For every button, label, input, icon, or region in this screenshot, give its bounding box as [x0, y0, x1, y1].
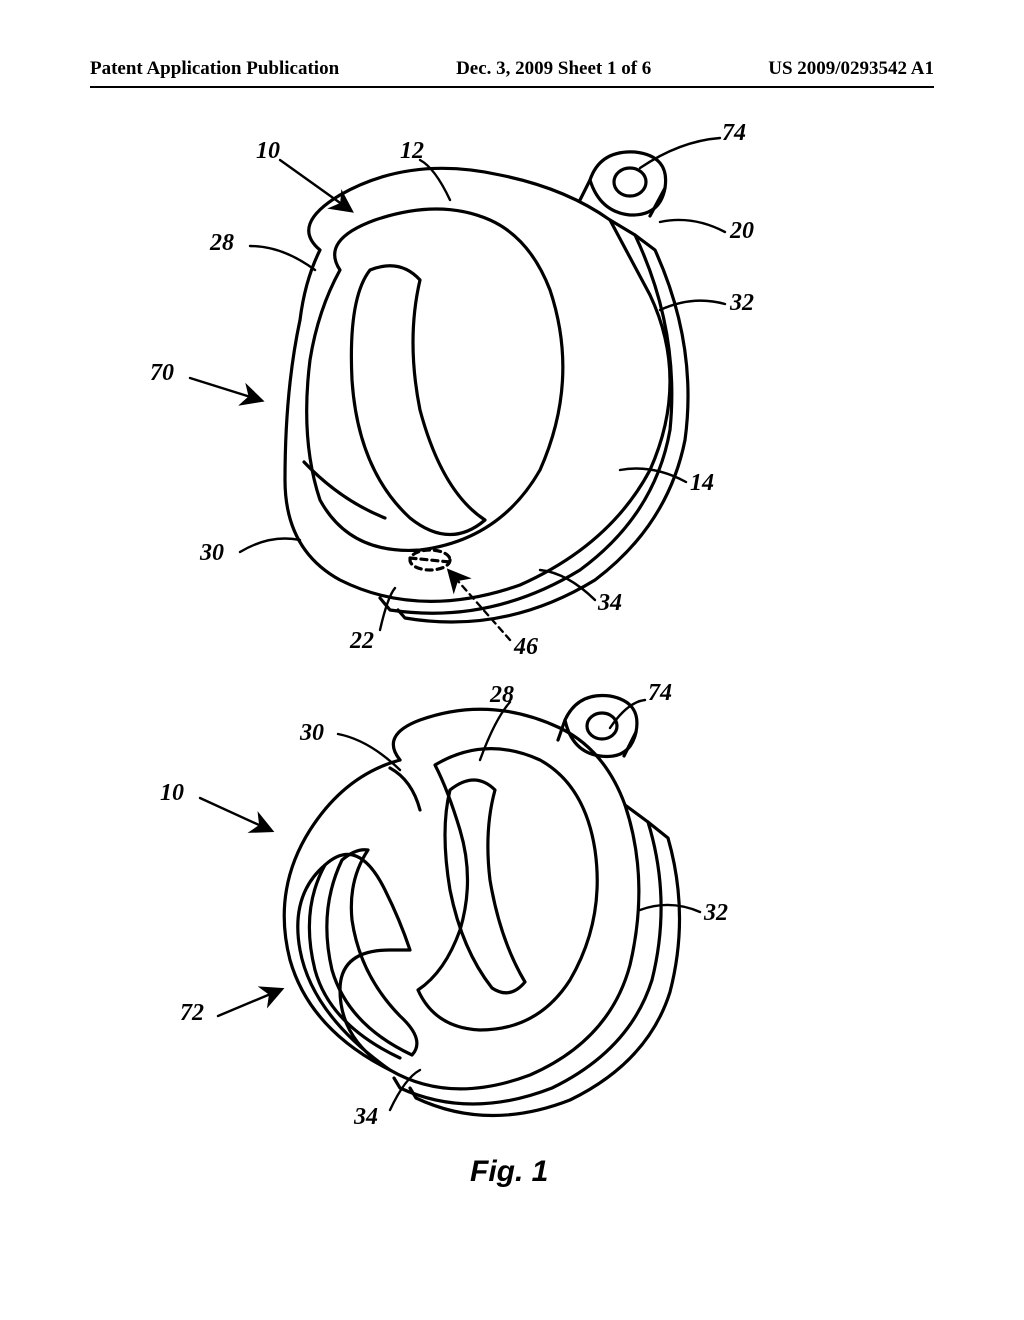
ref-10: 10: [256, 138, 280, 165]
ref-72: 72: [180, 1000, 204, 1027]
ref-34: 34: [598, 590, 622, 617]
ref-46: 46: [514, 634, 538, 661]
ref-28: 28: [210, 230, 234, 257]
ref-32: 32: [704, 900, 728, 927]
figure-caption: Fig. 1: [470, 1155, 548, 1189]
ref-20: 20: [730, 218, 754, 245]
ref-30: 30: [200, 540, 224, 567]
ref-74: 74: [648, 680, 672, 707]
header-center: Dec. 3, 2009 Sheet 1 of 6: [456, 58, 651, 80]
ref-10: 10: [160, 780, 184, 807]
ref-30: 30: [300, 720, 324, 747]
ref-14: 14: [690, 470, 714, 497]
patent-page: Patent Application Publication Dec. 3, 2…: [0, 0, 1024, 1320]
header-rule: [90, 86, 934, 88]
header-left: Patent Application Publication: [90, 58, 339, 80]
ref-74: 74: [722, 120, 746, 147]
ref-34: 34: [354, 1104, 378, 1131]
ref-12: 12: [400, 138, 424, 165]
ref-28: 28: [490, 682, 514, 709]
ref-70: 70: [150, 360, 174, 387]
header-right: US 2009/0293542 A1: [768, 58, 934, 80]
ref-22: 22: [350, 628, 374, 655]
bottom-drawing: [284, 696, 679, 1116]
figure-svg: [90, 120, 934, 1240]
figure-area: 10127428203270143034224628743010327234 F…: [90, 120, 934, 1240]
page-header: Patent Application Publication Dec. 3, 2…: [0, 58, 1024, 80]
top-drawing: [285, 152, 688, 622]
ref-32: 32: [730, 290, 754, 317]
